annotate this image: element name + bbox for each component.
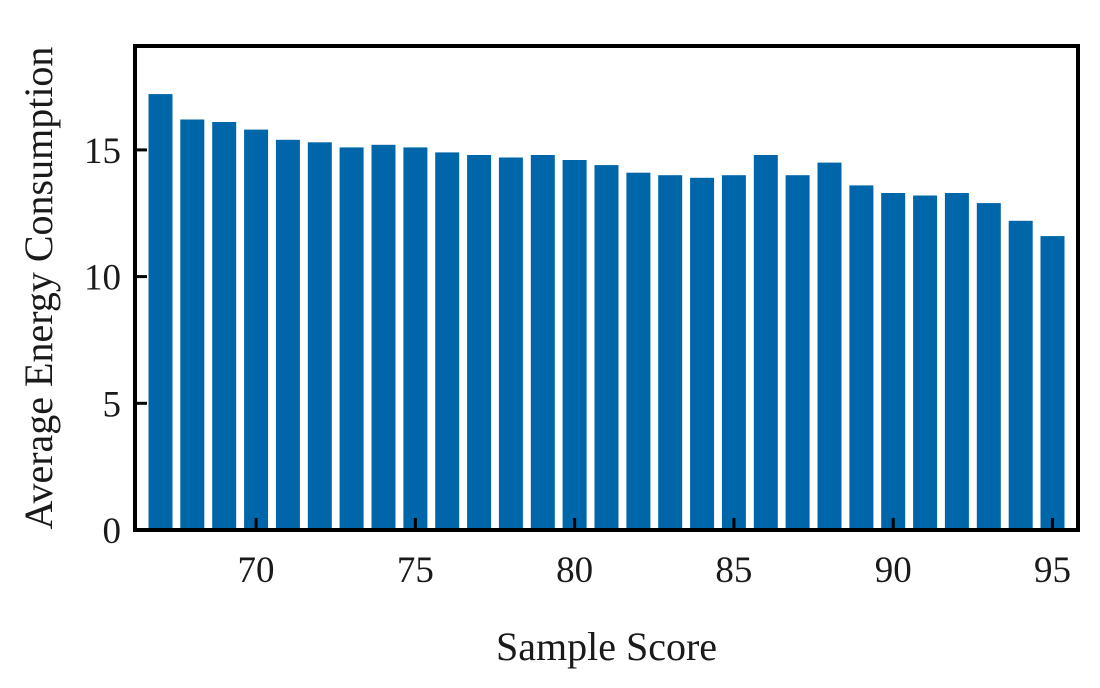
x-tick-label: 80	[556, 550, 593, 591]
bar-93	[976, 203, 1001, 530]
bar-67	[148, 94, 173, 530]
bar-73	[339, 147, 364, 530]
x-tick-label: 70	[238, 550, 275, 591]
bar-83	[658, 175, 683, 530]
bar-87	[785, 175, 810, 530]
bar-85	[721, 175, 746, 530]
bar-78	[498, 157, 523, 530]
bar-76	[435, 152, 460, 530]
bar-95	[1040, 236, 1065, 530]
bar-79	[530, 155, 555, 530]
plot-frame	[133, 44, 1080, 532]
bar-82	[626, 172, 651, 530]
bar-88	[817, 162, 842, 530]
bar-94	[1008, 220, 1033, 531]
bars-group	[148, 94, 1065, 531]
bar-70	[244, 129, 269, 530]
bar-80	[562, 160, 587, 530]
y-axis-ticks: 0 5 10 15	[84, 131, 147, 552]
bar-69	[212, 122, 237, 530]
bar-77	[467, 155, 492, 530]
bar-86	[753, 155, 778, 530]
bar-89	[849, 185, 874, 530]
bar-74	[371, 144, 396, 531]
x-tick-label: 90	[875, 550, 912, 591]
y-tick-label: 5	[103, 384, 122, 425]
bar-71	[275, 139, 300, 531]
bar-75	[403, 147, 428, 530]
bar-92	[944, 193, 969, 530]
x-tick-label: 85	[715, 550, 752, 591]
y-axis-title: Average Energy Consumption	[16, 47, 61, 530]
bar-91	[913, 195, 938, 530]
x-tick-label: 95	[1034, 550, 1071, 591]
bar-90	[881, 193, 906, 530]
y-tick-label: 10	[84, 258, 121, 299]
y-tick-label: 15	[84, 131, 121, 172]
x-axis-title: Sample Score	[496, 624, 717, 669]
bar-72	[307, 142, 332, 531]
x-axis-ticks: 70 75 80 85 90 95	[238, 518, 1071, 591]
x-tick-label: 75	[397, 550, 434, 591]
bar-84	[690, 177, 715, 531]
bar-81	[594, 165, 619, 530]
bar-68	[180, 119, 205, 530]
y-tick-label: 0	[103, 511, 122, 552]
